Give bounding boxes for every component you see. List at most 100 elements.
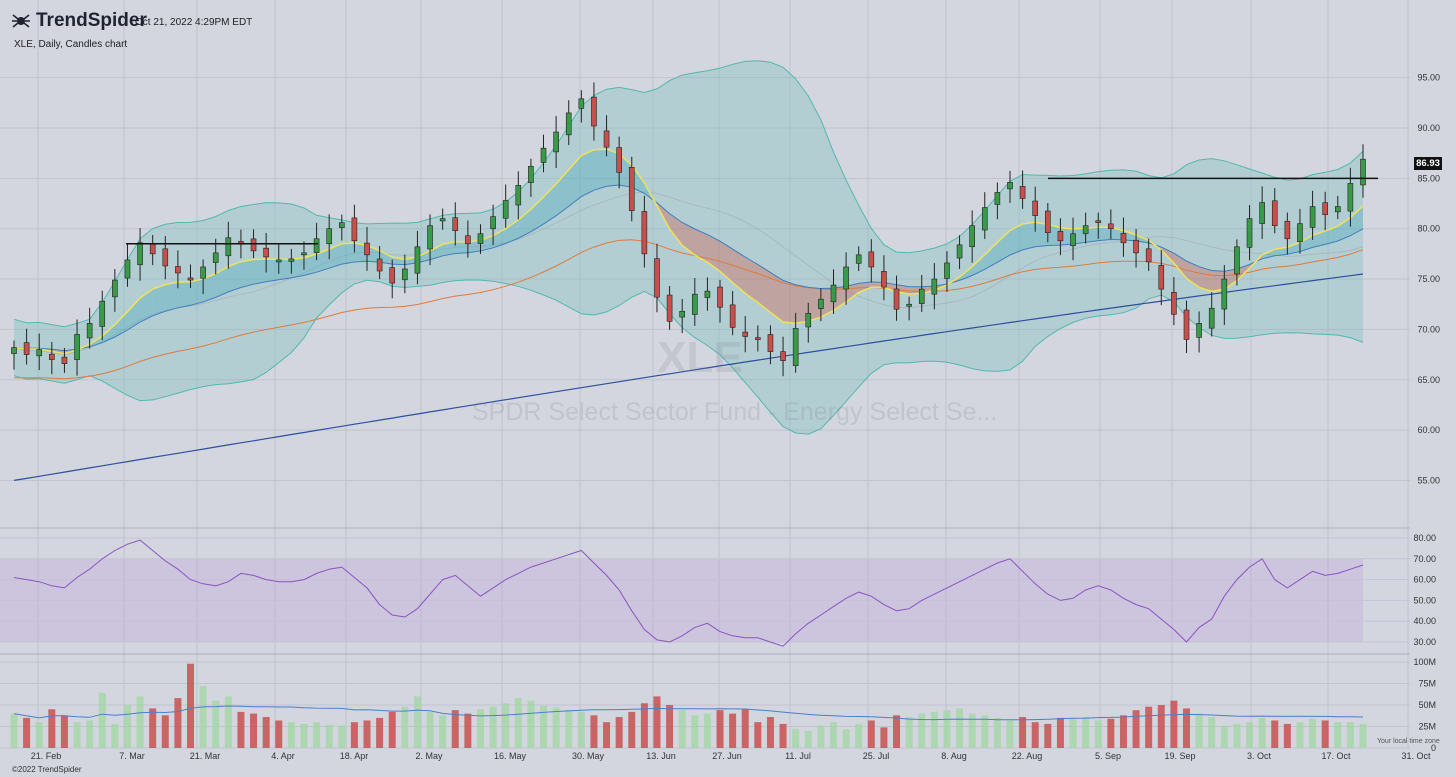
candle-body: [666, 294, 673, 322]
ema-ribbon-segment: [1312, 231, 1326, 248]
volume-bar: [187, 663, 195, 748]
volume-bar: [1220, 725, 1228, 748]
volume-bar: [943, 710, 951, 748]
candle-body: [767, 334, 774, 352]
volume-bar: [1132, 710, 1140, 748]
ema-ribbon-segment: [177, 281, 191, 308]
ema-ribbon-segment: [568, 155, 582, 207]
candle-body: [465, 235, 471, 245]
volume-bar: [149, 708, 157, 748]
candle-body: [1070, 233, 1076, 247]
x-tick-label: 11. Jul: [785, 751, 811, 761]
rsi-tick-label: 80.00: [1413, 533, 1436, 543]
ema-ribbon-segment: [417, 250, 431, 263]
x-tick-label: 8. Aug: [941, 751, 967, 761]
ema-ribbon-segment: [354, 243, 368, 262]
ema-ribbon-segment: [593, 149, 607, 191]
ema-ribbon-segment: [493, 228, 506, 248]
ema-ribbon-segment: [909, 286, 922, 295]
candle-body: [553, 131, 559, 153]
volume-bar: [1182, 708, 1190, 748]
ema-ribbon-segment: [152, 284, 166, 316]
ema-ribbon-segment: [732, 249, 746, 294]
volume-bar: [426, 711, 434, 748]
volume-bar: [1296, 722, 1304, 748]
spider-icon: [12, 14, 30, 28]
volume-bar: [199, 686, 207, 748]
ema-ribbon-segment: [820, 288, 834, 317]
volume-bar: [842, 729, 850, 748]
volume-bar: [287, 722, 295, 748]
volume-bar: [1082, 717, 1090, 748]
ema-ribbon-segment: [858, 281, 872, 293]
volume-bar: [86, 720, 94, 748]
candle-body: [364, 242, 370, 256]
volume-bar: [981, 715, 989, 748]
volume-bar: [590, 715, 598, 748]
candle-body: [250, 238, 257, 252]
ema9-line: [13, 148, 1364, 355]
brand-logo: TrendSpider: [12, 10, 147, 32]
volume-bar: [250, 713, 258, 748]
volume-bar: [1006, 720, 1014, 748]
candle-body: [1322, 202, 1328, 215]
ema-ribbon-segment: [379, 250, 393, 265]
watermark-name: SPDR Select Sector Fund - Energy Select …: [472, 398, 998, 426]
volume-bar: [1258, 717, 1266, 748]
ema-ribbon-segment: [505, 219, 519, 244]
volume-bar: [1359, 723, 1367, 748]
ema-ribbon-segment: [1085, 227, 1099, 243]
volume-bar: [23, 717, 31, 748]
candle-body: [200, 266, 206, 279]
candle-body: [843, 266, 849, 290]
volume-bar: [1271, 720, 1279, 748]
volume-bar: [540, 705, 548, 748]
sma200-line: [13, 273, 1364, 481]
candle-body: [402, 268, 408, 281]
ema-ribbon-segment: [1073, 228, 1086, 245]
volume-bar: [729, 713, 737, 748]
y-tick-label: 90.00: [1417, 123, 1440, 133]
candle-body: [628, 166, 635, 211]
volume-bar: [1031, 722, 1039, 748]
x-tick-label: 18. Apr: [340, 751, 369, 761]
ema-ribbon-segment: [720, 241, 733, 283]
candle-body: [1297, 223, 1303, 242]
candle-body: [1196, 323, 1202, 338]
candle-body: [591, 96, 597, 127]
volume-bar: [703, 713, 711, 748]
ema-ribbon-segment: [253, 259, 267, 285]
candle-body: [1221, 278, 1228, 310]
candle-body: [137, 242, 143, 266]
volume-bar: [666, 705, 674, 748]
candle-body: [1347, 183, 1354, 212]
ema-ribbon-segment: [669, 213, 683, 246]
volume-tick-label: 50M: [1418, 700, 1436, 710]
candle-body: [49, 353, 55, 360]
candle-body: [818, 298, 824, 309]
candle-body: [1019, 186, 1026, 199]
brand-name: TrendSpider: [36, 10, 147, 31]
copyright: ©2022 TrendSpider: [12, 765, 82, 774]
volume-bar: [792, 729, 800, 748]
x-tick-label: 16. May: [494, 751, 527, 761]
ema-ribbon-segment: [190, 278, 204, 306]
ema-ribbon-segment: [1199, 266, 1212, 292]
ema-ribbon-segment: [694, 228, 708, 263]
candle-body: [275, 259, 282, 263]
volume-bar: [628, 711, 636, 748]
candle-body: [162, 248, 169, 267]
ema-ribbon-segment: [1009, 223, 1023, 256]
candle-body: [477, 233, 484, 244]
ema-ribbon-segment: [291, 257, 304, 278]
volume-bar: [918, 713, 926, 748]
volume-bar: [325, 724, 333, 748]
volume-bar: [401, 706, 409, 748]
volume-bar: [1119, 715, 1127, 748]
candle-body: [301, 252, 307, 256]
candle-body: [1334, 206, 1341, 213]
ema-ribbon-segment: [455, 241, 468, 254]
ema-ribbon-segment: [329, 243, 342, 269]
bollinger-fill: [14, 60, 1363, 435]
